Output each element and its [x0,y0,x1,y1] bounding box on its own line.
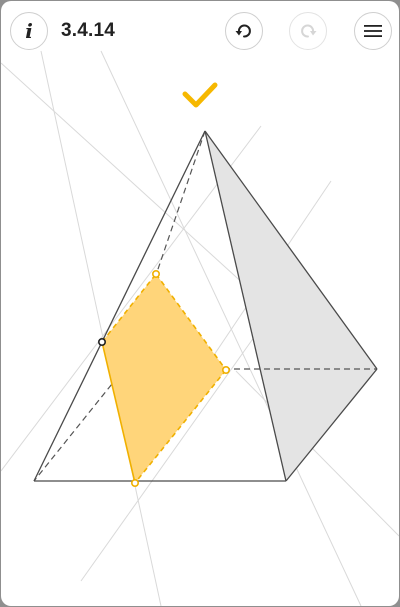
menu-button[interactable] [354,12,392,50]
undo-icon [235,24,251,38]
construction-line [1,62,247,287]
checkmark-icon [182,82,218,108]
visible-edge [204,130,287,482]
construction-line [235,370,399,537]
section-point[interactable] [222,365,231,374]
construction-line [40,50,162,606]
given-point[interactable] [98,337,107,346]
section-point[interactable] [131,478,140,487]
section-edge [101,273,157,343]
section-edge [155,273,227,371]
visible-edge [285,368,378,482]
redo-icon [301,24,317,38]
visible-edge [33,130,206,482]
menu-icon [364,25,382,37]
visible-edges [33,130,378,482]
info-icon: i [25,19,33,43]
section-edge [101,341,136,484]
section-point[interactable] [152,269,161,278]
redo-button[interactable] [289,12,327,50]
undo-button[interactable] [225,12,263,50]
hidden-edge [123,130,206,370]
info-button[interactable]: i [10,12,48,50]
cross-section-polygon[interactable] [102,274,226,483]
hidden-edge [33,368,125,482]
construction-line [100,50,362,606]
pyramid-right-face [205,131,377,481]
cross-section-edges [101,273,227,484]
construction-lines [1,50,399,606]
level-title: 3.4.14 [61,20,116,41]
visible-edge [204,130,378,370]
section-edge [134,369,227,484]
